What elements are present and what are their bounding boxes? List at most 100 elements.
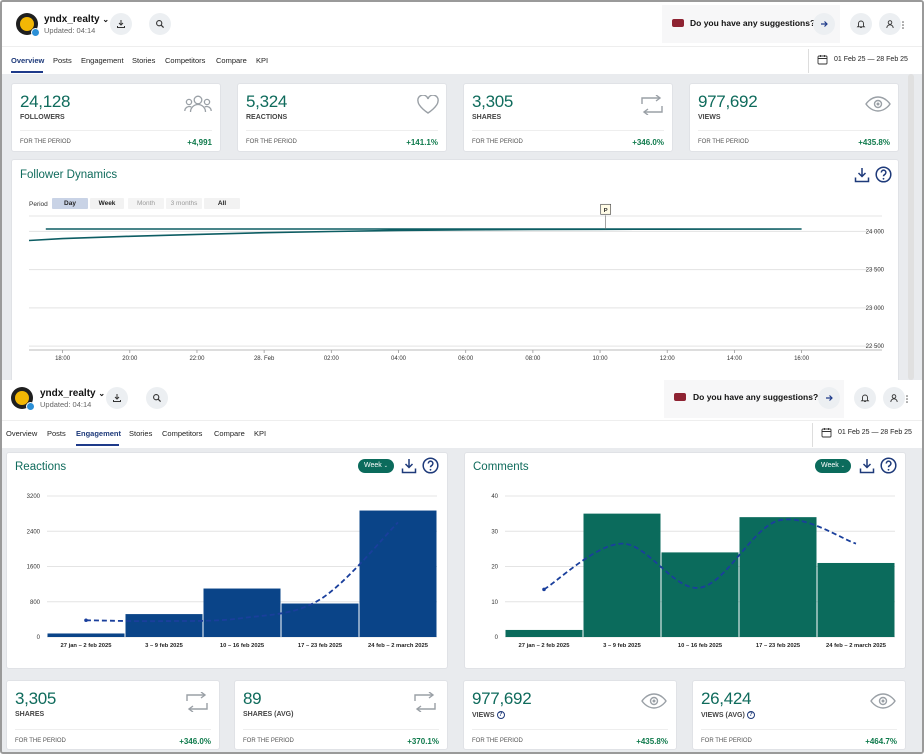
tab-competitors[interactable]: Competitors — [165, 56, 206, 65]
y-tick-label: 40 — [491, 494, 498, 500]
suggestion-banner[interactable] — [662, 5, 840, 43]
tab-overview[interactable]: Overview — [6, 429, 38, 438]
period-all-button[interactable]: All — [204, 198, 240, 209]
download-button[interactable] — [110, 13, 132, 35]
suggestion-arrow-button[interactable] — [818, 387, 840, 409]
account-name[interactable]: yndx_realty ⌄ — [44, 14, 110, 25]
period-week-button[interactable]: Week — [90, 198, 124, 209]
more-vertical-icon[interactable] — [901, 20, 905, 30]
period-3months-button[interactable]: 3 months — [166, 198, 202, 209]
tab-kpi[interactable]: KPI — [254, 429, 267, 438]
comments-bar-chart: 0 10 20 30 40 27 jan – 2 feb 2025 3 – 9 feb 20… — [491, 494, 895, 649]
stat-period: FOR THE PERIOD — [701, 738, 752, 744]
trend-line — [543, 518, 857, 591]
profile-button[interactable] — [879, 13, 901, 35]
trend-point — [542, 587, 546, 592]
stat-divider — [246, 130, 438, 131]
x-tick-label: 17 – 23 feb 2025 — [298, 643, 343, 649]
reactions-period-dropdown[interactable]: Week ⌄ — [358, 459, 394, 473]
search-icon — [156, 20, 165, 29]
calendar-icon[interactable] — [817, 54, 828, 65]
tab-overview[interactable]: Overview — [11, 56, 45, 65]
tab-engagement[interactable]: Engagement — [81, 56, 124, 65]
account-name[interactable]: yndx_realty ⌄ — [40, 388, 106, 399]
repost-icon — [186, 692, 208, 712]
tab-engagement[interactable]: Engagement — [76, 429, 122, 438]
date-range-label[interactable]: 01 Feb 25 — 28 Feb 25 — [834, 56, 908, 63]
period-day-button[interactable]: Day — [52, 198, 88, 209]
y-tick-label: 22 500 — [866, 344, 885, 350]
stat-label: SHARES — [15, 711, 45, 718]
comments-period-dropdown[interactable]: Week ⌄ — [815, 459, 851, 473]
suggestion-text: Do you have any suggestions? — [690, 18, 816, 28]
tab-kpi[interactable]: KPI — [256, 56, 269, 65]
bar — [505, 629, 583, 637]
suggestion-arrow-button[interactable] — [813, 13, 835, 35]
tab-competitors[interactable]: Competitors — [162, 429, 203, 438]
download-chart-icon[interactable] — [401, 458, 417, 474]
active-tab-indicator — [76, 444, 119, 446]
download-button[interactable] — [106, 387, 128, 409]
stat-delta: +370.1% — [407, 737, 439, 746]
download-chart-icon[interactable] — [859, 458, 875, 474]
search-button[interactable] — [149, 13, 171, 35]
tab-compare[interactable]: Compare — [216, 56, 247, 65]
eye-icon — [865, 96, 891, 112]
x-tick-label: 17 – 23 feb 2025 — [756, 643, 801, 649]
bar — [281, 603, 359, 637]
more-vertical-icon[interactable] — [905, 394, 909, 404]
stat-value: 5,324 — [246, 92, 288, 111]
updated-time: Updated: 04:14 — [44, 26, 96, 35]
x-tick-label: 22:00 — [189, 356, 205, 362]
notifications-button[interactable] — [854, 387, 876, 409]
stat-value: 24,128 — [20, 92, 71, 111]
profile-button[interactable] — [883, 387, 905, 409]
user-icon — [886, 20, 894, 29]
x-tick-label: 14:00 — [727, 356, 743, 362]
users-icon — [184, 95, 212, 113]
date-range-label[interactable]: 01 Feb 25 — 28 Feb 25 — [838, 429, 912, 436]
top-bar: yndx_realty ⌄ Updated: 04:14 Do you have… — [2, 2, 922, 46]
account-avatar[interactable] — [11, 387, 35, 411]
tab-stories[interactable]: Stories — [129, 429, 153, 438]
period-month-button[interactable]: Month — [128, 198, 164, 209]
download-icon — [117, 20, 125, 28]
account-avatar[interactable] — [16, 13, 40, 37]
info-icon[interactable]: ? — [496, 711, 505, 719]
tab-stories[interactable]: Stories — [132, 56, 156, 65]
stat-value: 977,692 — [698, 92, 758, 111]
x-tick-label: 28. Feb — [254, 356, 275, 362]
feedback-heart-icon — [674, 393, 686, 401]
notifications-button[interactable] — [850, 13, 872, 35]
stat-divider — [701, 729, 897, 730]
scrollbar[interactable] — [908, 74, 914, 380]
stat-label: VIEWS (AVG) ? — [701, 711, 755, 719]
info-icon[interactable]: ? — [746, 711, 755, 719]
x-tick-label: 3 – 9 feb 2025 — [603, 643, 641, 649]
tab-posts[interactable]: Posts — [53, 56, 72, 65]
overview-screen: yndx_realty ⌄ Updated: 04:14 Do you have… — [2, 2, 922, 380]
suggestion-banner[interactable] — [664, 380, 844, 418]
stat-card-reactions: 5,324 REACTIONS FOR THE PERIOD +141.1% — [237, 83, 447, 152]
bar — [203, 588, 281, 637]
stat-label: SHARES (AVG) — [243, 711, 294, 718]
follower-line-chart: 24 000 23 500 23 000 22 500 18:00 20:00 22:00 2… — [28, 203, 885, 362]
active-tab-indicator — [11, 71, 43, 73]
bar — [125, 614, 203, 637]
y-tick-label: 3200 — [27, 494, 41, 500]
eye-icon — [641, 693, 667, 709]
stat-label: VIEWS ? — [472, 711, 505, 719]
help-icon[interactable] — [880, 457, 897, 474]
help-icon[interactable] — [875, 166, 892, 183]
stat-value: 89 — [243, 689, 262, 708]
search-button[interactable] — [146, 387, 168, 409]
calendar-icon[interactable] — [821, 427, 832, 438]
x-tick-label: 06:00 — [458, 356, 474, 362]
stat-divider — [472, 130, 664, 131]
download-chart-icon[interactable] — [854, 167, 870, 183]
stat-period: FOR THE PERIOD — [472, 738, 523, 744]
chart-title: Comments — [473, 461, 529, 473]
tab-posts[interactable]: Posts — [47, 429, 66, 438]
help-icon[interactable] — [422, 457, 439, 474]
tab-compare[interactable]: Compare — [214, 429, 245, 438]
